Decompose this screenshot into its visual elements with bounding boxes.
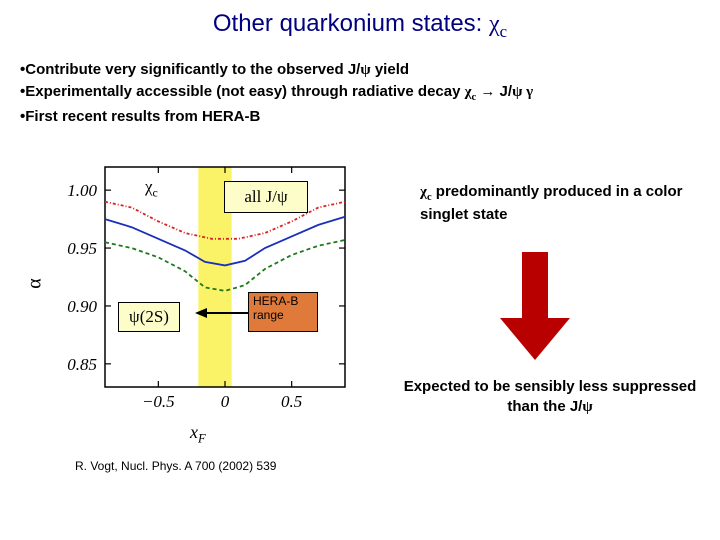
bullet-1: •Contribute very significantly to the ob…	[20, 60, 700, 80]
svg-text:−0.5: −0.5	[142, 392, 175, 411]
chart-ylabel: α	[24, 279, 47, 289]
r2-psi: ψ	[582, 399, 592, 415]
down-arrow-icon	[500, 252, 570, 362]
alljpsi-psi: ψ	[277, 187, 288, 207]
r2-pre: Expected to be sensibly less suppressed …	[404, 378, 697, 415]
svg-text:1.00: 1.00	[67, 182, 97, 201]
citation: R. Vogt, Nucl. Phys. A 700 (2002) 539	[75, 459, 276, 473]
chi-sub: c	[153, 186, 158, 200]
psi2s-label: ψ(2S)	[118, 302, 180, 332]
svg-text:0.95: 0.95	[67, 240, 97, 259]
svg-text:0.90: 0.90	[67, 297, 97, 316]
chart: 0.85 0.90 0.95 1.00 −0.5 0 0.5	[55, 157, 355, 417]
herab-range-label: HERA-B range	[248, 292, 318, 332]
svg-text:0.5: 0.5	[281, 392, 302, 411]
alljpsi-pre: all J/	[244, 187, 277, 207]
psi2s-sym: ψ	[129, 307, 140, 327]
b2-chi: χ	[465, 84, 472, 100]
svg-text:0.85: 0.85	[67, 355, 97, 374]
title-chi: χ	[489, 11, 500, 37]
xlabel-x: x	[190, 422, 198, 442]
b1-post: yield	[371, 61, 409, 78]
b2-arrow: → J/	[476, 83, 512, 100]
bullet-list: •Contribute very significantly to the ob…	[20, 60, 700, 128]
svg-text:0: 0	[221, 392, 230, 411]
title-sub: c	[500, 22, 507, 41]
r1-chi: χ	[420, 184, 427, 200]
b2-psi: ψ	[512, 84, 522, 100]
all-jpsi-label: all J/ψ	[224, 181, 308, 213]
r1-text: predominantly produced in a color single…	[420, 183, 682, 223]
content-area: α 0.850.900.951.00−0.500.5 xF χc all J/ψ…	[0, 137, 720, 507]
bullet-3: •First recent results from HERA-B	[20, 107, 700, 127]
bullet-2: •Experimentally accessible (not easy) th…	[20, 82, 700, 105]
chart-svg: 0.85 0.90 0.95 1.00 −0.5 0 0.5	[55, 157, 355, 417]
right-statement-2: Expected to be sensibly less suppressed …	[400, 377, 700, 417]
title-text: Other quarkonium states:	[213, 10, 489, 37]
herab-arrow	[195, 304, 251, 322]
xlabel-sub: F	[198, 432, 206, 446]
psi2s-post: (2S)	[140, 307, 169, 327]
b1-pre: Contribute very significantly to the obs…	[25, 61, 360, 78]
slide-title: Other quarkonium states: χc	[0, 0, 720, 42]
chi-sym: χ	[145, 177, 153, 196]
b2-pre: Experimentally accessible (not easy) thr…	[25, 83, 464, 100]
b2-gamma: γ	[522, 84, 533, 100]
b1-psi: ψ	[360, 62, 370, 78]
chart-xlabel: xF	[190, 422, 206, 447]
chi-c-label: χc	[145, 177, 158, 200]
right-statement-1: χc predominantly produced in a color sin…	[420, 182, 700, 224]
b3-text: First recent results from HERA-B	[25, 108, 260, 125]
